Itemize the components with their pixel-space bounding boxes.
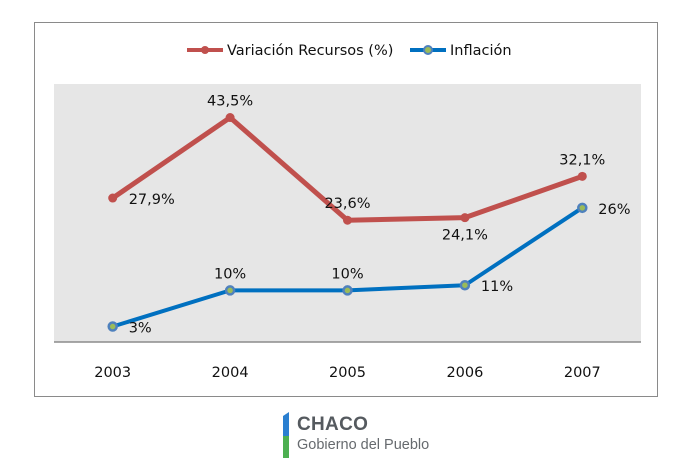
x-tick-label: 2003	[94, 365, 131, 381]
plot-area	[54, 84, 641, 342]
data-point	[107, 321, 118, 332]
data-point	[460, 213, 470, 223]
legend: Variación Recursos (%) Inflación	[187, 43, 512, 59]
chart-frame: Variación Recursos (%) Inflación 2003 2004…	[34, 22, 658, 397]
data-point	[224, 285, 236, 296]
series-variacion-recursos: 27,9% 43,5% 23,6% 24,1% 32,1%	[108, 94, 605, 244]
logo-bar-icon	[283, 412, 289, 458]
data-label: 26%	[598, 202, 630, 218]
data-point	[577, 202, 588, 214]
legend-marker-icon	[423, 45, 433, 55]
data-label: 32,1%	[559, 152, 605, 168]
data-label: 10%	[214, 266, 246, 282]
chaco-logo: CHACO Gobierno del Pueblo	[283, 412, 433, 460]
data-label: 24,1%	[442, 228, 488, 244]
x-axis-ticks: 2003 2004 2005 2006 2007	[94, 365, 601, 381]
legend-marker-icon	[201, 46, 209, 54]
series-inflacion: 3% 10% 10% 11% 26%	[107, 202, 631, 337]
x-tick-label: 2007	[564, 365, 601, 381]
data-label: 23,6%	[324, 196, 370, 212]
logo-subtitle: Gobierno del Pueblo	[297, 437, 430, 453]
x-tick-label: 2006	[446, 365, 483, 381]
data-label: 3%	[129, 321, 152, 337]
legend-label: Inflación	[450, 43, 512, 59]
line-chart: Variación Recursos (%) Inflación 2003 2004…	[54, 43, 641, 381]
data-point	[342, 285, 353, 296]
x-tick-label: 2004	[212, 365, 249, 381]
data-point	[459, 279, 471, 291]
legend-item: Inflación	[410, 43, 512, 59]
x-tick-label: 2005	[329, 365, 366, 381]
legend-item: Variación Recursos (%)	[187, 43, 393, 59]
data-point	[343, 215, 352, 225]
data-point	[108, 193, 118, 203]
data-label: 11%	[481, 279, 513, 295]
data-label: 43,5%	[207, 94, 253, 110]
data-point	[577, 171, 587, 181]
data-point	[225, 113, 235, 123]
logo-title: CHACO	[297, 414, 369, 435]
series-layer: 27,9% 43,5% 23,6% 24,1% 32,1% 3% 10% 10% 11% 26%	[107, 94, 631, 337]
legend-label: Variación Recursos (%)	[227, 43, 393, 59]
data-label: 10%	[331, 266, 363, 282]
data-label: 27,9%	[129, 192, 175, 208]
